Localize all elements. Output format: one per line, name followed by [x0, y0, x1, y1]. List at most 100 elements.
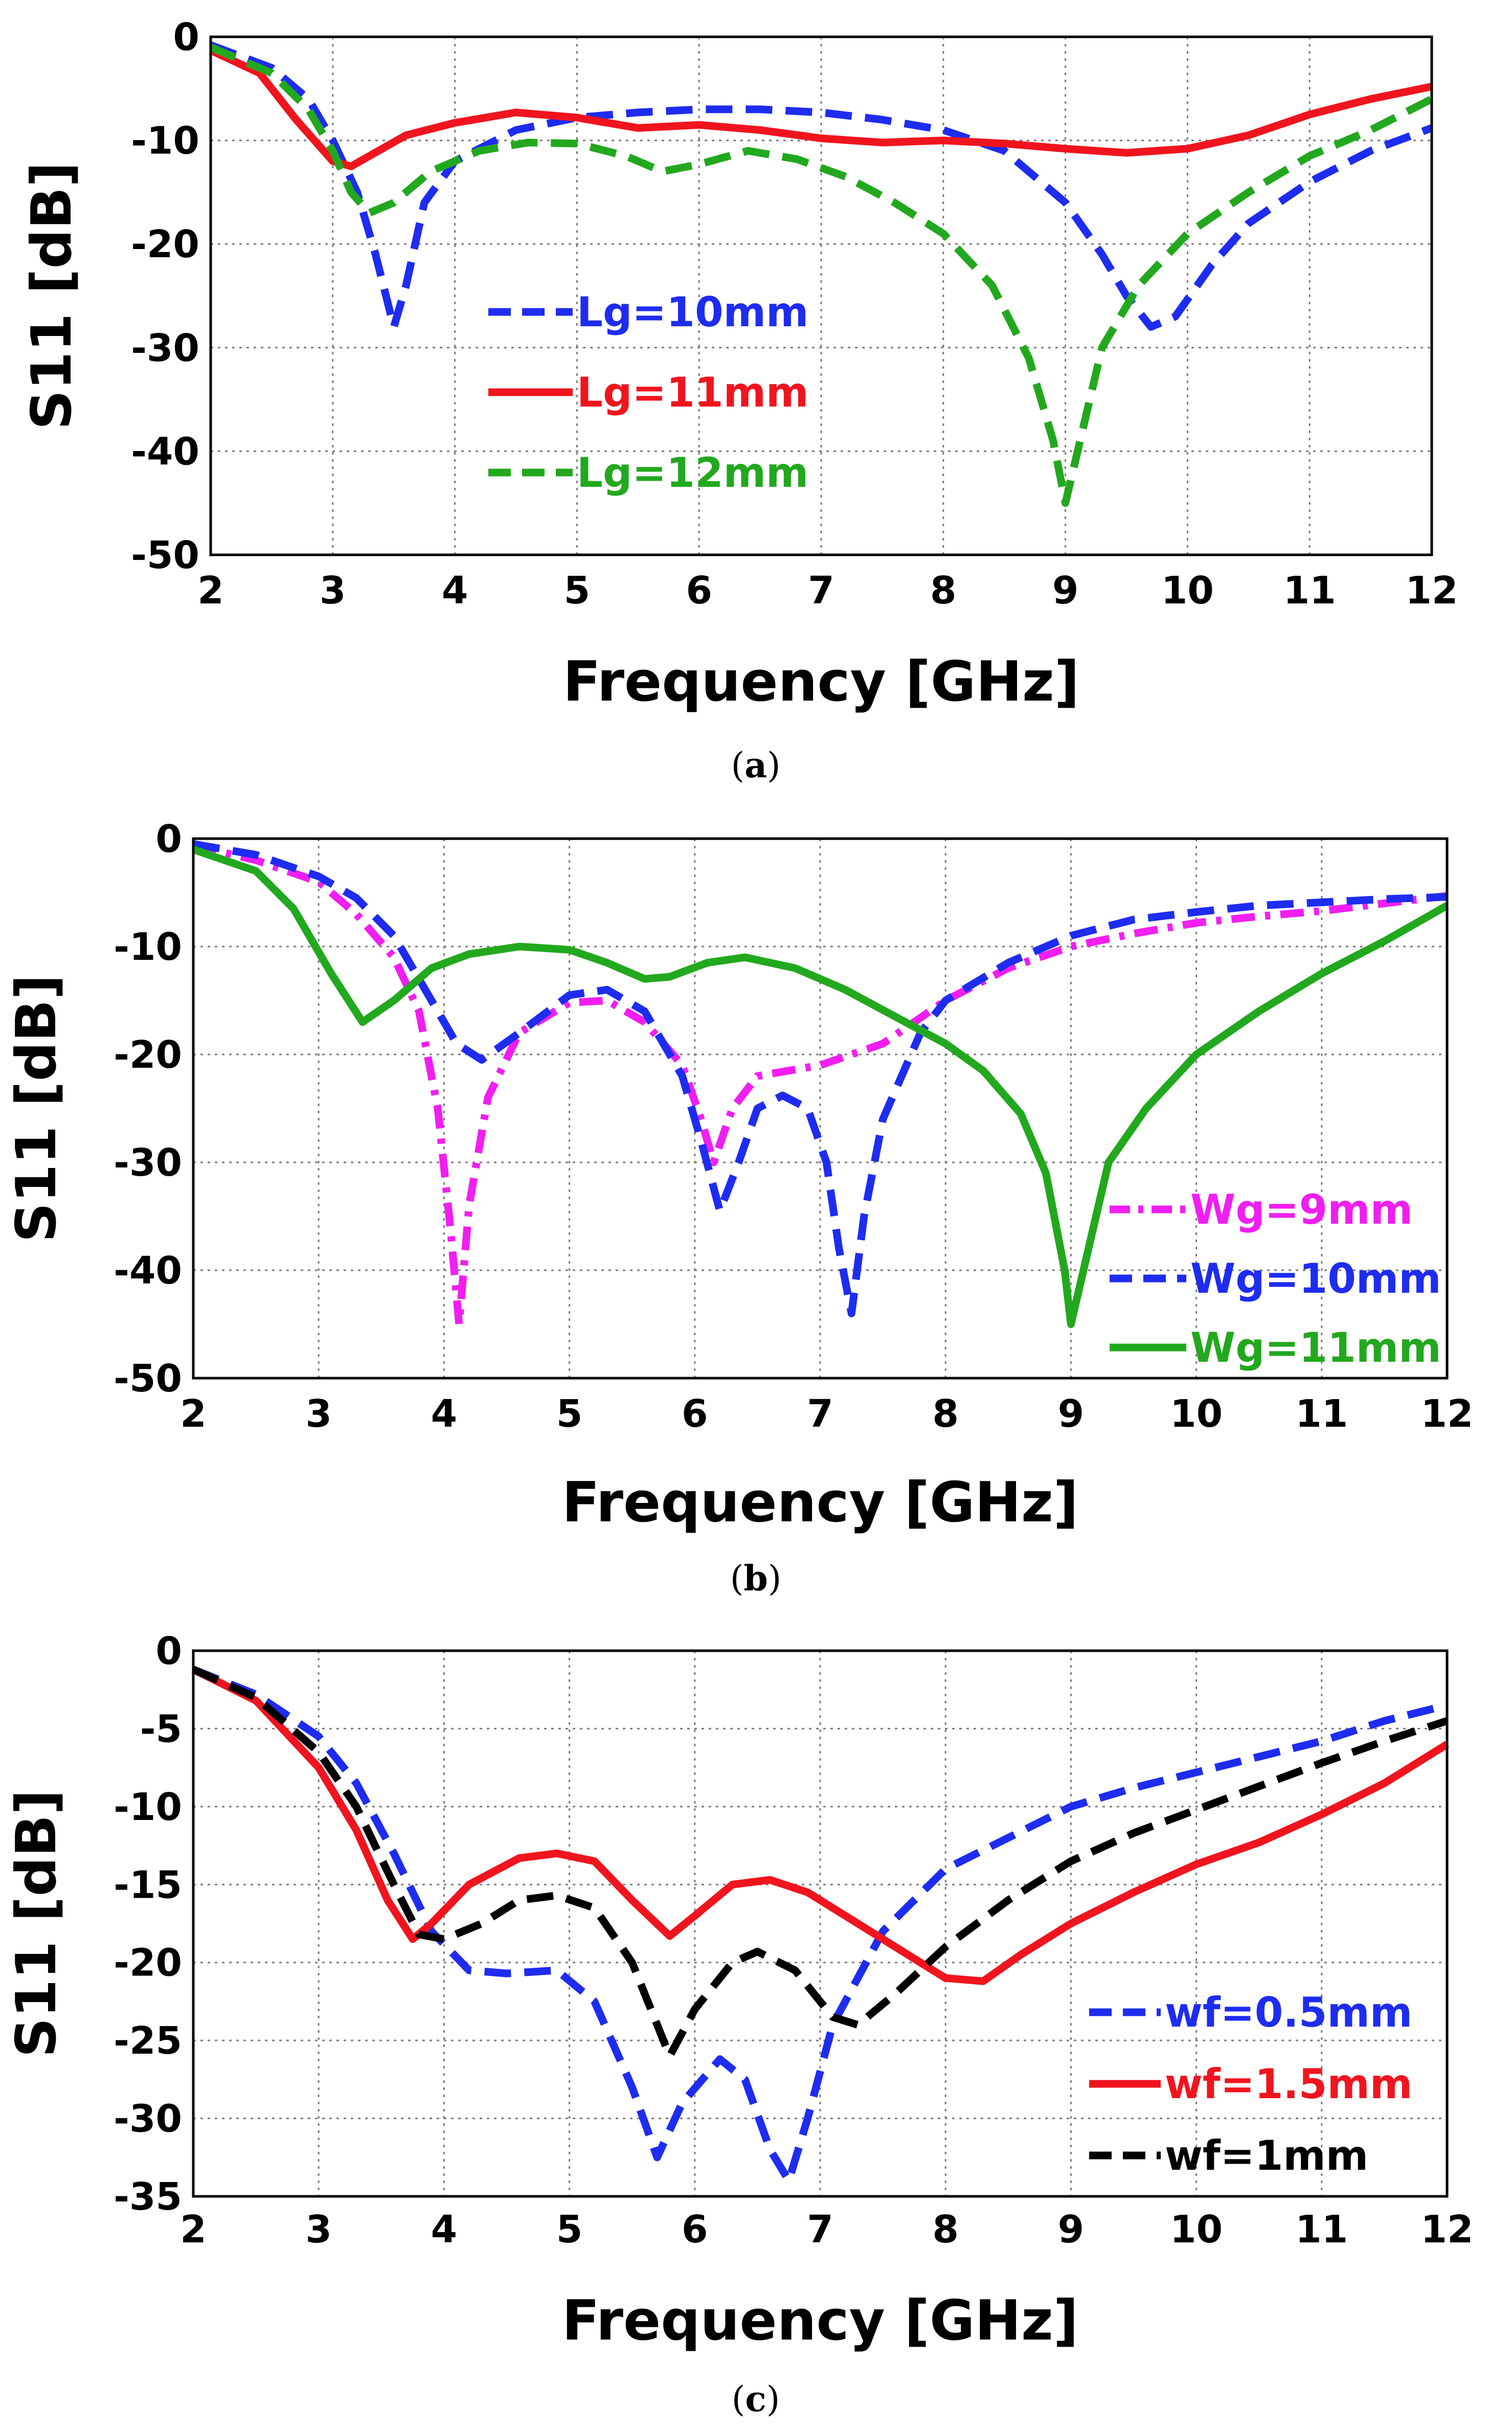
plot-frame	[209, 35, 1433, 556]
legend: Wg=9mm Wg=10mm Wg=11mm	[1110, 1186, 1441, 1372]
x-tick-label: 7	[807, 1392, 833, 1436]
x-tick-label: 8	[930, 569, 957, 613]
y-tick-label: 0	[156, 817, 183, 861]
x-tick-label: 10	[1170, 2208, 1223, 2252]
legend: Lg=10mm Lg=11mm Lg=12mm	[488, 288, 808, 497]
chart-panel-c: 2 3 4 5 6 7 8 9 10 11 12 0 -5 -10 -15 -20 -25 -30 -35 Frequ…	[5, 1629, 1473, 2420]
x-tick-label: 2	[180, 1392, 207, 1436]
caption-letter: a	[744, 745, 767, 786]
caption-paren: (	[730, 1559, 744, 1599]
x-tick-label: 4	[442, 569, 468, 613]
x-tick-label: 3	[305, 1392, 332, 1436]
x-tick-label: 8	[932, 2208, 959, 2252]
caption-paren: )	[766, 2379, 780, 2420]
series-line-wf=1mm	[191, 1666, 1449, 2060]
x-tick-label: 12	[1421, 2208, 1474, 2252]
legend-label: wf=0.5mm	[1165, 1989, 1412, 2036]
x-tick-label: 3	[305, 2208, 332, 2252]
x-axis-title: Frequency [GHz]	[563, 650, 1079, 714]
x-tick-label: 4	[431, 2208, 458, 2252]
legend-label: Lg=11mm	[577, 369, 808, 416]
series-line-wf=0.5mm	[192, 1666, 1448, 2185]
caption-paren: )	[767, 746, 781, 786]
y-tick-label: -10	[131, 119, 199, 163]
y-tick-label: -10	[114, 925, 182, 969]
x-tick-label: 12	[1406, 569, 1458, 613]
series-line-Lg=12mm	[209, 43, 1434, 507]
x-tick-label: 6	[686, 569, 712, 613]
x-axis-title: Frequency [GHz]	[562, 1471, 1078, 1535]
y-tick-label: -5	[140, 1707, 182, 1751]
legend-label: Wg=11mm	[1190, 1324, 1441, 1372]
y-tick-label: -20	[131, 222, 199, 266]
series-line-Lg=11mm	[209, 47, 1433, 170]
x-axis-title: Frequency [GHz]	[562, 2289, 1078, 2353]
legend-label: Lg=12mm	[577, 449, 808, 497]
x-tick-label: 11	[1295, 1392, 1348, 1436]
legend: wf=0.5mm wf=1.5mm wf=1mm	[1089, 1989, 1412, 2179]
x-tick-label: 9	[1052, 569, 1079, 613]
series-line-Wg=10mm	[192, 840, 1448, 1317]
x-tick-label: 12	[1421, 1392, 1474, 1436]
y-axis-title: S11 [dB]	[5, 974, 69, 1242]
y-tick-label: -20	[114, 1033, 182, 1077]
x-tick-label: 7	[808, 569, 834, 613]
x-tick-label: 9	[1058, 1392, 1085, 1436]
x-tick-label: 5	[556, 1392, 583, 1436]
x-tick-label: 11	[1283, 569, 1336, 613]
legend-label: Wg=10mm	[1190, 1255, 1441, 1302]
y-axis-title: S11 [dB]	[20, 162, 84, 430]
panel-caption: (c)	[732, 2379, 780, 2420]
x-tick-label: 6	[682, 2208, 708, 2252]
plot-area	[193, 839, 1447, 1378]
legend-label: wf=1mm	[1165, 2132, 1368, 2179]
y-tick-label: -25	[114, 2019, 182, 2063]
y-tick-label: -30	[114, 2097, 182, 2141]
y-tick-label: -50	[114, 1357, 182, 1401]
series-line-Wg=9mm	[192, 841, 1448, 1328]
x-tick-label: 4	[431, 1392, 458, 1436]
caption-letter: b	[743, 1558, 768, 1599]
x-tick-label: 10	[1161, 569, 1214, 613]
legend-label: Wg=9mm	[1190, 1186, 1413, 1233]
y-tick-label: -15	[114, 1863, 182, 1907]
y-tick-label: -40	[114, 1249, 182, 1293]
x-tick-label: 5	[564, 569, 591, 613]
y-tick-label: -30	[131, 326, 199, 370]
y-axis-title: S11 [dB]	[5, 1789, 69, 2057]
legend-label: Lg=10mm	[577, 288, 808, 336]
caption-paren: (	[731, 746, 744, 786]
x-tick-label: 2	[197, 569, 224, 613]
x-tick-label: 8	[932, 1392, 959, 1436]
y-tick-label: -10	[114, 1785, 182, 1829]
y-tick-label: -40	[131, 430, 199, 474]
panel-caption: (a)	[731, 745, 780, 786]
y-tick-label: -20	[114, 1941, 182, 1985]
x-tick-label: 10	[1170, 1392, 1223, 1436]
y-tick-label: -35	[114, 2175, 182, 2219]
panel-caption: (b)	[730, 1558, 782, 1599]
x-tick-label: 2	[180, 2208, 207, 2252]
x-tick-label: 3	[320, 569, 346, 613]
y-tick-label: -50	[131, 533, 199, 577]
x-tick-label: 9	[1058, 2208, 1085, 2252]
series-line-Lg=10mm	[209, 41, 1433, 331]
chart-panel-b: 2 3 4 5 6 7 8 9 10 11 12 0 -10 -20 -30 -40 -50 Frequency …	[5, 817, 1473, 1599]
chart-panel-a: 2 3 4 5 6 7 8 9 10 11 12 0 -10 -20 -30 -40 -50 Frequency …	[20, 15, 1458, 786]
y-tick-label: 0	[173, 15, 200, 59]
plot-frame	[192, 1649, 1449, 2198]
x-tick-label: 7	[807, 2208, 833, 2252]
series-line-Wg=11mm	[192, 846, 1449, 1328]
x-tick-label: 5	[556, 2208, 583, 2252]
y-tick-label: -30	[114, 1141, 182, 1185]
y-tick-label: 0	[156, 1629, 183, 1673]
caption-paren: (	[732, 2379, 746, 2420]
caption-paren: )	[768, 1559, 782, 1599]
series-line-wf=1.5mm	[191, 1666, 1449, 1985]
x-tick-label: 6	[682, 1392, 708, 1436]
x-tick-label: 11	[1295, 2208, 1348, 2252]
plot-frame	[192, 837, 1449, 1380]
legend-label: wf=1.5mm	[1165, 2060, 1412, 2108]
caption-letter: c	[745, 2379, 766, 2420]
